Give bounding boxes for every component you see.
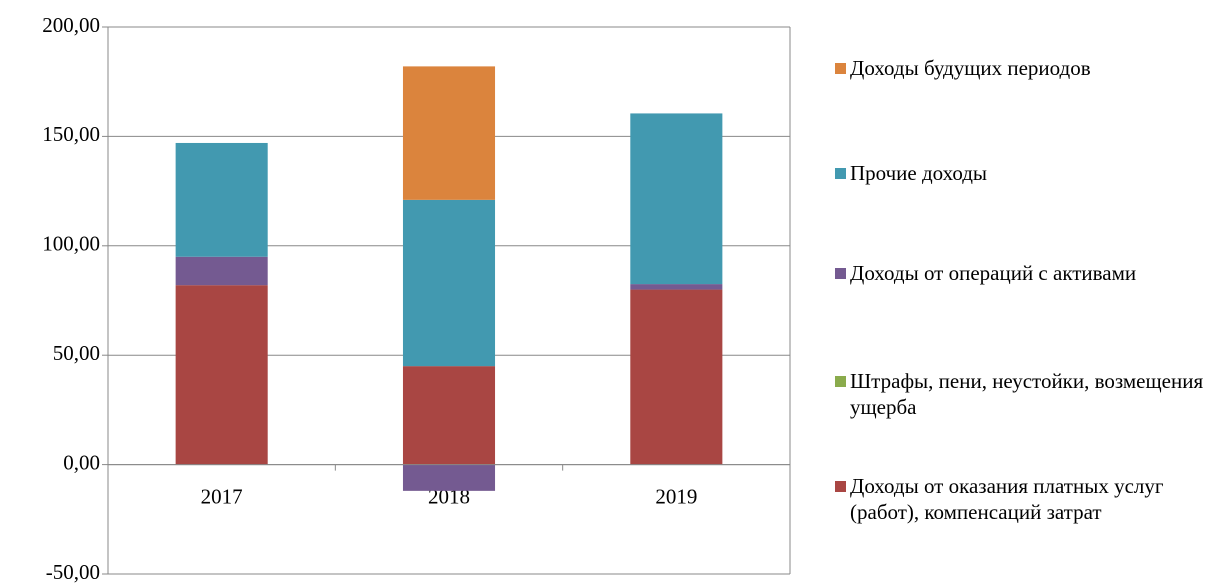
legend-label: Штрафы, пени, неустойки, возмещения ущер… (850, 369, 1204, 419)
bar-segment (175, 256, 268, 286)
bar-segment (402, 366, 496, 465)
legend-item: Доходы от оказания платных услуг (работ)… (835, 473, 1219, 525)
y-tick-label: 50,00 (53, 341, 100, 365)
legend-swatch (835, 268, 846, 279)
legend-swatch (835, 481, 846, 492)
bar-segment (402, 464, 496, 491)
legend-item: Прочие доходы (835, 160, 1219, 186)
legend-item: Штрафы, пени, неустойки, возмещения ущер… (835, 368, 1219, 420)
legend-label: Прочие доходы (850, 161, 988, 185)
chart: -50,00 0,00 50,00 100,00 150,00 200,00 2017 201… (42, 13, 791, 584)
bar-segment (402, 199, 496, 367)
y-tick-label: 150,00 (42, 122, 100, 146)
legend-swatch (835, 168, 846, 179)
bar-segment (630, 113, 723, 285)
legend-swatch (835, 63, 846, 74)
legend-label: Доходы от операций с активами (850, 261, 1137, 285)
y-tick-label: 0,00 (63, 450, 100, 474)
bar-segment (402, 66, 496, 200)
legend-item: Доходы будущих периодов (835, 55, 1219, 81)
legend-swatch (835, 376, 846, 387)
y-tick-label: 200,00 (42, 13, 100, 37)
y-tick-label: -50,00 (46, 560, 100, 584)
x-tick-label: 2019 (655, 484, 697, 508)
y-tick-label: 100,00 (42, 232, 100, 256)
bar-segment (175, 142, 268, 257)
x-tick-label: 2017 (201, 484, 243, 508)
legend-item: Доходы от операций с активами (835, 260, 1219, 286)
bar-segment (175, 285, 268, 465)
legend-label: Доходы будущих периодов (850, 56, 1091, 80)
bar-segment (630, 284, 723, 290)
bar-segment (630, 289, 723, 465)
legend-label: Доходы от оказания платных услуг (работ)… (850, 474, 1164, 524)
